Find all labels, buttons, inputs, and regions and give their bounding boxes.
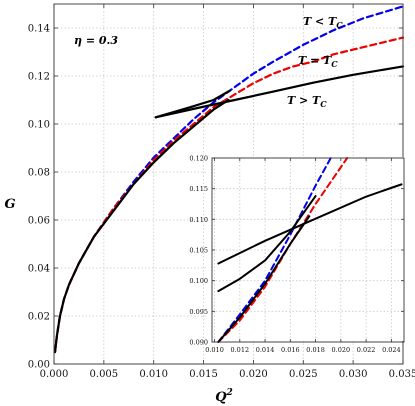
main-x-tick-label-7: 0.035: [389, 369, 415, 380]
main-series-4: [154, 65, 405, 119]
main-x-tick-label-6: 0.030: [339, 369, 368, 380]
inset-series-2: [217, 215, 311, 343]
main-y-tick-label-0: 0.00: [28, 360, 50, 371]
main-x-tick-label-2: 0.010: [139, 369, 168, 380]
inset-series-3: [217, 195, 317, 293]
main-series-3: [154, 89, 231, 119]
main-y-tick-label-3: 0.06: [28, 216, 50, 227]
inset-series-1: [217, 157, 349, 343]
inset-series-4: [217, 183, 403, 265]
inset-x-tick-label-0: 0.010: [205, 346, 224, 354]
inset-y-tick-label-2: 0.100: [189, 277, 208, 285]
main-x-tick-label-5: 0.025: [289, 369, 318, 380]
inset-y-tick-label-3: 0.105: [189, 247, 208, 255]
inset-x-tick-label-2: 0.014: [256, 346, 275, 354]
main-y-ticks: 0.00 0.02 0.04 0.06 0.08 0.10 0.12 0.14: [28, 24, 403, 371]
inset-series-0: [217, 157, 332, 343]
main-y-tick-label-4: 0.08: [28, 168, 50, 179]
x-axis-label: Q2: [215, 388, 233, 405]
main-x-ticks: 0.000 0.005 0.010 0.015 0.020 0.025 0.030 0.035: [40, 4, 415, 380]
t-less-annotation: T < TC: [303, 15, 343, 30]
inset-x-ticks: 0.010 0.012 0.014 0.016 0.018 0.020 0.022 0.024: [205, 158, 401, 354]
main-y-tick-label-1: 0.02: [28, 312, 50, 323]
inset-x-tick-label-5: 0.020: [332, 346, 351, 354]
main-y-tick-label-6: 0.12: [28, 72, 50, 83]
main-x-tick-label-0: 0.000: [40, 369, 69, 380]
inset-x-tick-label-1: 0.012: [230, 346, 249, 354]
main-x-tick-label-3: 0.015: [189, 369, 218, 380]
inset-y-ticks: 0.090 0.095 0.100 0.105 0.110 0.115 0.120: [189, 155, 404, 347]
inset-x-tick-label-4: 0.018: [306, 346, 325, 354]
t-greater-annotation: T > TC: [287, 94, 327, 109]
inset-x-tick-label-7: 0.024: [382, 346, 401, 354]
y-axis-label: G: [4, 197, 15, 212]
inset-y-tick-label-1: 0.095: [189, 308, 208, 316]
inset-x-tick-label-6: 0.022: [357, 346, 376, 354]
inset-series: [217, 157, 403, 343]
inset-x-tick-label-3: 0.016: [281, 346, 300, 354]
main-y-tick-label-5: 0.10: [28, 120, 50, 131]
main-series: [53, 5, 405, 354]
x-axis-label-superscript: 2: [226, 388, 233, 398]
main-y-tick-label-7: 0.14: [28, 24, 50, 35]
main-x-tick-label-4: 0.020: [239, 369, 268, 380]
inset-y-tick-label-5: 0.115: [189, 185, 208, 193]
inset-y-tick-label-4: 0.110: [189, 216, 208, 224]
main-series-2: [53, 98, 230, 354]
t-equal-annotation: T = TC: [298, 54, 338, 69]
inset-background: [206, 157, 406, 341]
eta-annotation: η = 0.3: [74, 34, 118, 47]
main-y-tick-label-2: 0.04: [28, 264, 50, 275]
inset-y-tick-label-0: 0.090: [189, 339, 208, 347]
inset-y-tick-label-6: 0.120: [189, 155, 208, 163]
main-x-tick-label-1: 0.005: [90, 369, 119, 380]
